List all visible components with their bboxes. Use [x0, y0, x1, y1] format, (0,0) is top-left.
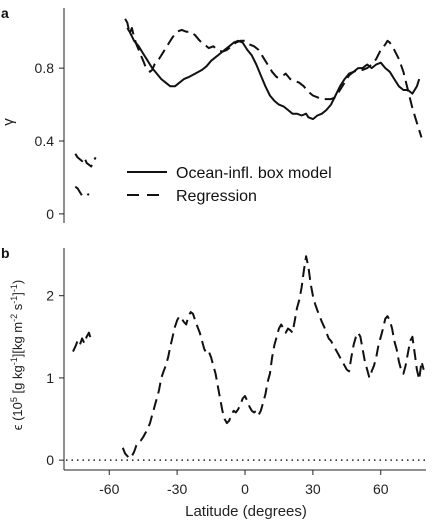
- panel-a-letter: a: [1, 5, 9, 21]
- legend-entry-regression: Regression: [176, 188, 257, 205]
- panel-a-ytick-label: 0: [46, 206, 54, 222]
- panel-b-series: [72, 255, 425, 460]
- panel-b-ylabel: ϵ (105 [g kg-1][kg m-2 s-1]-1): [9, 280, 25, 431]
- panel-a-series: [74, 18, 423, 197]
- panel-b-series-regression-segment: [121, 255, 425, 460]
- panel-b-ytick-label: 1: [46, 370, 54, 386]
- panel-b-ytick-label: 2: [46, 288, 54, 304]
- panel-a-ytick-label: 0.4: [35, 133, 55, 149]
- legend-entry-box-model: Ocean-infl. box model: [176, 165, 332, 182]
- ylabel-exponent-minus1-b: -1: [9, 296, 19, 304]
- x-axis-label: Latitude (degrees): [185, 503, 307, 520]
- ylabel-s: s: [10, 303, 25, 314]
- panel-b-xtick-label: 60: [373, 481, 389, 497]
- panel-b-ytick-label: 0: [46, 452, 54, 468]
- ylabel-close-paren: ): [10, 280, 25, 284]
- panel-a-series-box-model-segment: [126, 27, 421, 121]
- ylabel-open: (10: [10, 402, 25, 424]
- panel-b-letter: b: [1, 245, 10, 261]
- panel-a-ticks: 0 0.4 0.8: [35, 60, 64, 222]
- panel-b: b ϵ (105 [g kg-1][kg m-2 s-1]-1) 012-60-…: [1, 245, 426, 520]
- ylabel-g-kg: [g kg: [10, 365, 25, 397]
- panel-b-xtick-label: -30: [167, 481, 187, 497]
- panel-a: a γ 0 0.4 0.8 Ocean-infl. box model Regres…: [0, 5, 423, 223]
- ylabel-exponent-minus1-c: -1: [9, 284, 19, 292]
- panel-a-series-regression-segment: [74, 185, 90, 197]
- panel-b-xtick-label: 0: [241, 481, 249, 497]
- panel-a-ytick-label: 0.8: [35, 60, 55, 76]
- panel-a-legend: Ocean-infl. box model Regression: [127, 165, 332, 205]
- panel-a-ylabel: γ: [0, 118, 17, 126]
- panel-b-series-regression-segment: [72, 331, 93, 353]
- ylabel-exponent-5: 5: [9, 397, 19, 402]
- ylabel-close-bracket: ]: [10, 292, 25, 296]
- ylabel-epsilon: ϵ: [10, 424, 25, 430]
- ylabel-exponent-minus1-a: -1: [9, 357, 19, 365]
- ylabel-kg-m: ][kg m: [10, 322, 25, 357]
- ylabel-exponent-minus2: -2: [9, 314, 19, 322]
- panel-b-xtick-label: -60: [99, 481, 119, 497]
- panel-b-xtick-label: 30: [305, 481, 321, 497]
- panel-b-ticks: 0 1 2 -60 -30 0 30 60: [46, 288, 389, 497]
- panel-a-series-regression-segment: [124, 18, 423, 138]
- panel-a-series-regression-segment: [74, 153, 97, 168]
